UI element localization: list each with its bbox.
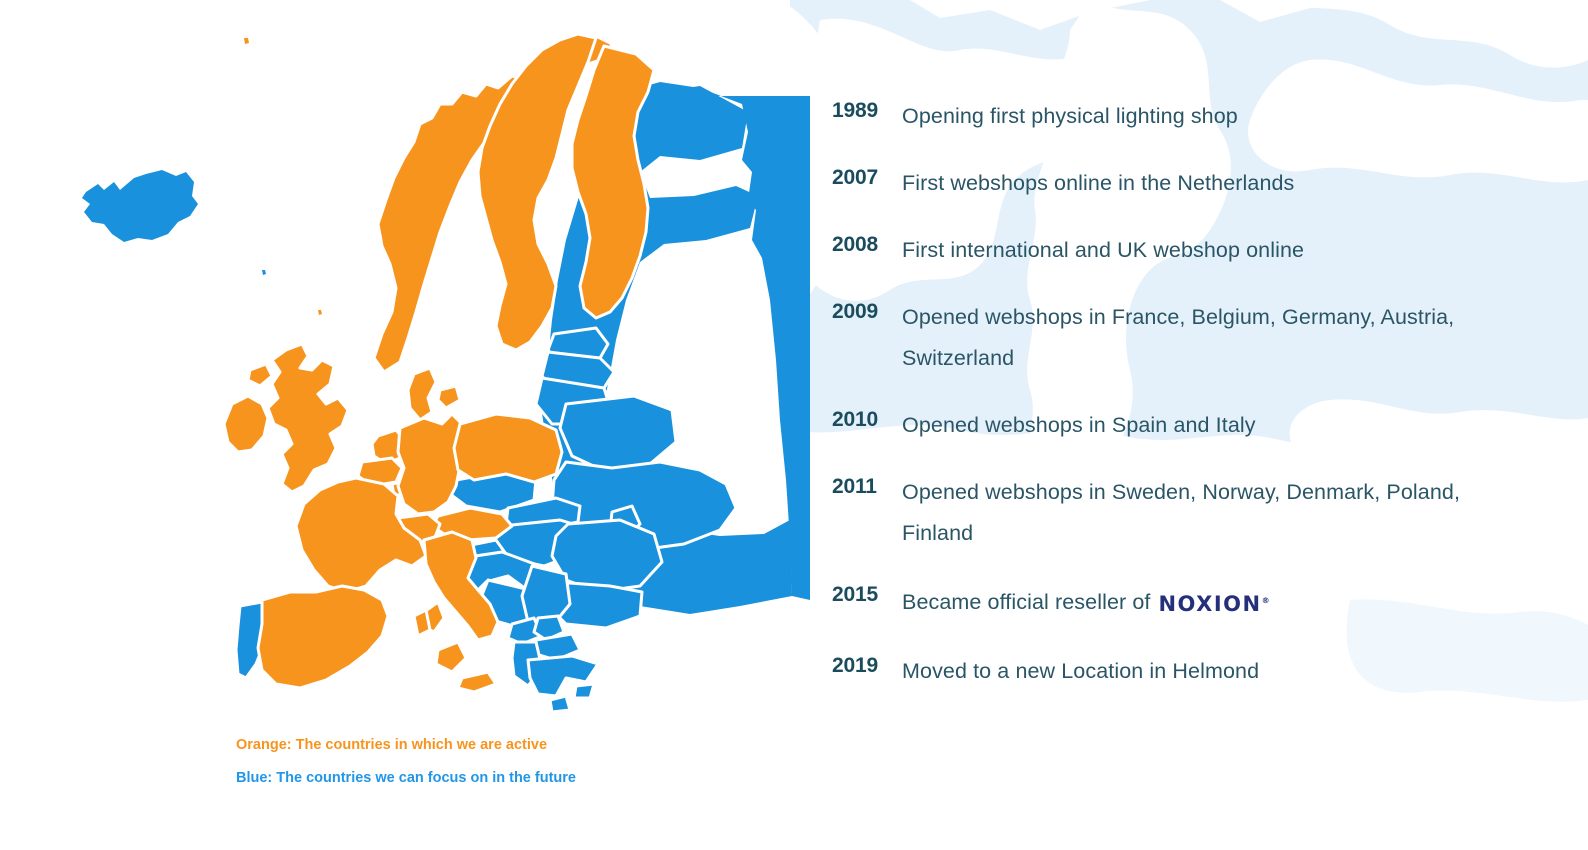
noxion-brand-logo: NOXION® <box>1158 580 1269 625</box>
timeline-year: 2009 <box>832 300 878 323</box>
country-ireland <box>222 394 270 454</box>
map-speck-1 <box>244 38 249 44</box>
timeline-year: 2011 <box>832 475 877 498</box>
timeline-row: 2019 Moved to a new Location in Helmond <box>832 651 1532 692</box>
timeline-row: 2011 Opened webshops in Sweden, Norway, … <box>832 472 1532 554</box>
country-iceland <box>82 170 198 242</box>
timeline-description: Opening first physical lighting shop <box>902 104 1238 128</box>
country-montenegro <box>506 616 544 646</box>
timeline-row: 2015 Became official reseller of NOXION® <box>832 580 1532 625</box>
timeline-row: 2007 First webshops online in the Nether… <box>832 163 1532 204</box>
country-belarus <box>558 394 678 472</box>
timeline-year: 2019 <box>832 654 878 677</box>
timeline-row: 2009 Opened webshops in France, Belgium,… <box>832 297 1532 379</box>
milestones-timeline: 1989 Opening first physical lighting sho… <box>832 96 1532 718</box>
country-finland <box>570 44 656 320</box>
country-poland <box>452 412 564 484</box>
timeline-description: Became official reseller of NOXION® <box>902 580 1532 625</box>
legend-blue-line: Blue: The countries we can focus on in t… <box>236 769 576 786</box>
country-spain <box>256 584 390 690</box>
timeline-year: 2007 <box>832 166 878 189</box>
timeline-description: Opened webshops in France, Belgium, Germ… <box>902 305 1455 370</box>
legend-orange-line: Orange: The countries in which we are ac… <box>236 737 548 753</box>
timeline-description: First international and UK webshop onlin… <box>902 238 1305 262</box>
country-germany <box>396 412 464 516</box>
timeline-year: 2008 <box>832 233 878 256</box>
timeline-description: Moved to a new Location in Helmond <box>902 659 1260 683</box>
timeline-description: Opened webshops in Spain and Italy <box>902 413 1256 437</box>
map-legend: Orange: The countries in which we are ac… <box>236 738 756 803</box>
timeline-row: 2010 Opened webshops in Spain and Italy <box>832 405 1532 446</box>
europe-map[interactable] <box>0 0 812 850</box>
noxion-wordmark: NOXION <box>1158 592 1262 616</box>
map-speck-2 <box>318 310 322 315</box>
country-italy <box>412 530 500 694</box>
timeline-description: First webshops online in the Netherlands <box>902 171 1295 195</box>
timeline-year: 1989 <box>832 99 878 122</box>
country-russia <box>612 82 810 600</box>
timeline-description: Opened webshops in Sweden, Norway, Denma… <box>902 480 1461 545</box>
timeline-description-text: Became official reseller of <box>902 590 1151 614</box>
timeline-row: 1989 Opening first physical lighting sho… <box>832 96 1532 137</box>
timeline-year: 2010 <box>832 408 878 431</box>
country-denmark <box>406 366 462 422</box>
registered-trademark-icon: ® <box>1261 596 1270 605</box>
country-greece <box>526 654 600 714</box>
timeline-row: 2008 First international and UK webshop … <box>832 230 1532 271</box>
country-united-kingdom <box>246 342 350 494</box>
map-speck-3 <box>262 270 266 275</box>
timeline-year: 2015 <box>832 583 878 606</box>
country-romania <box>550 518 664 594</box>
country-sweden <box>476 32 598 352</box>
